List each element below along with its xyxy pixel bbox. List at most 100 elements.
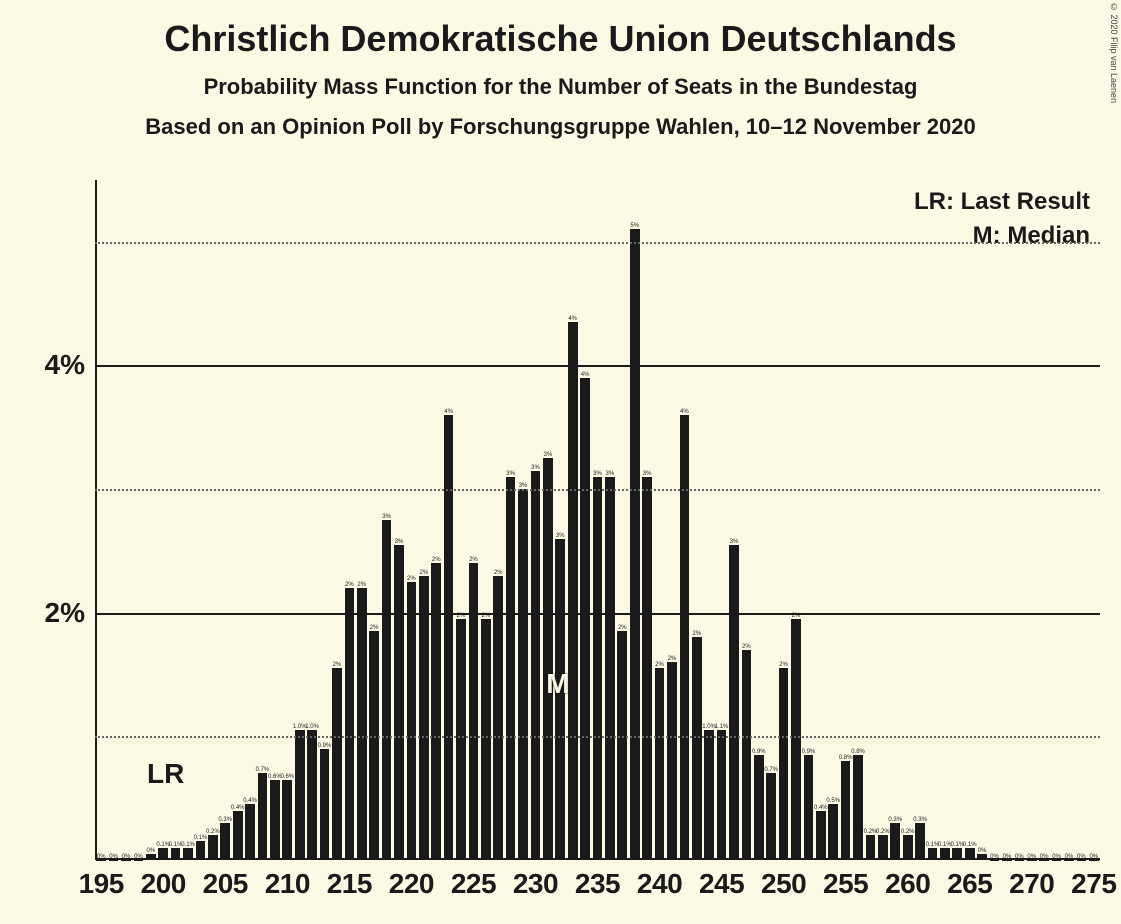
bar-value-label: 3% [544, 452, 553, 458]
bar-value-label: 0.1% [963, 842, 977, 848]
bar: 0.4% [816, 811, 826, 860]
bar-value-label: 0.2% [876, 829, 890, 835]
bar: 2% [407, 582, 417, 860]
bar: 0.8% [853, 755, 863, 860]
bar: 0.1% [171, 848, 181, 860]
bar: 5% [630, 229, 640, 860]
bar-value-label: 2% [655, 662, 664, 668]
bar: 3% [593, 477, 603, 860]
bar: 2% [419, 576, 429, 860]
bar: 3% [382, 520, 392, 860]
bar: 4% [680, 415, 690, 860]
bar-value-label: 0% [1027, 854, 1036, 860]
marker-median: M [546, 668, 569, 700]
bar-value-label: 0.7% [256, 767, 270, 773]
bar-value-label: 2% [407, 576, 416, 582]
bar: 3% [642, 477, 652, 860]
gridline-solid [95, 365, 1100, 367]
x-tick-label: 200 [141, 860, 186, 900]
bar: 0.1% [940, 848, 950, 860]
bar: 0.3% [915, 823, 925, 860]
bar: 3% [506, 477, 516, 860]
bar-value-label: 0.8% [851, 749, 865, 755]
bar: 2% [655, 668, 665, 860]
bar-value-label: 0% [1015, 854, 1024, 860]
bar-value-label: 2% [692, 631, 701, 637]
bar-value-label: 0% [990, 854, 999, 860]
bar: 3% [531, 471, 541, 860]
bar: 2% [369, 631, 379, 860]
bar: 0.1% [928, 848, 938, 860]
bar-value-label: 0% [1077, 854, 1086, 860]
bar: 0.9% [754, 755, 764, 860]
bar-value-label: 4% [680, 409, 689, 415]
bar: 2% [667, 662, 677, 860]
gridline-dotted [95, 242, 1100, 244]
bar: 0.4% [233, 811, 243, 860]
bar-value-label: 1.1% [715, 724, 729, 730]
bar: 0.2% [208, 835, 218, 860]
bar-value-label: 0% [134, 854, 143, 860]
bar-value-label: 1.0% [305, 724, 319, 730]
bar-value-label: 3% [606, 471, 615, 477]
x-tick-label: 235 [575, 860, 620, 900]
bar-value-label: 0% [146, 848, 155, 854]
x-tick-label: 210 [265, 860, 310, 900]
x-tick-label: 225 [451, 860, 496, 900]
bar-value-label: 5% [630, 223, 639, 229]
bar: 2% [791, 619, 801, 860]
bar: 3% [543, 458, 553, 860]
chart-title: Christlich Demokratische Union Deutschla… [0, 0, 1121, 60]
bar-value-label: 0.5% [826, 798, 840, 804]
bar: 0.7% [766, 773, 776, 860]
bar: 0.7% [258, 773, 268, 860]
x-tick-label: 265 [947, 860, 992, 900]
bar: 0.5% [828, 804, 838, 860]
bar: 0.2% [866, 835, 876, 860]
bar: 1.0% [704, 730, 714, 860]
bar: 2% [469, 563, 479, 860]
gridline-dotted [95, 736, 1100, 738]
x-tick-label: 270 [1009, 860, 1054, 900]
bar-value-label: 0.4% [231, 805, 245, 811]
bar-value-label: 0% [1052, 854, 1061, 860]
x-tick-label: 195 [79, 860, 124, 900]
bar: 2% [357, 588, 367, 860]
bar-value-label: 3% [643, 471, 652, 477]
bar-value-label: 0.1% [181, 842, 195, 848]
x-tick-label: 245 [699, 860, 744, 900]
bar: 2% [332, 668, 342, 860]
bar-value-label: 0% [1040, 854, 1049, 860]
marker-last-result: LR [147, 758, 184, 790]
bar-value-label: 2% [494, 570, 503, 576]
bar: 2% [481, 619, 491, 860]
bar-value-label: 0.8% [839, 755, 853, 761]
gridline-solid [95, 613, 1100, 615]
bar: 0.8% [841, 761, 851, 860]
bar-value-label: 0% [1089, 854, 1098, 860]
bar: 2% [493, 576, 503, 860]
bar-value-label: 3% [382, 514, 391, 520]
bar: 0.3% [890, 823, 900, 860]
bar-value-label: 2% [345, 582, 354, 588]
bar-value-label: 2% [419, 570, 428, 576]
bar-value-label: 3% [531, 465, 540, 471]
x-tick-label: 240 [637, 860, 682, 900]
bar-value-label: 3% [730, 539, 739, 545]
x-tick-label: 215 [327, 860, 372, 900]
bar-value-label: 0.7% [764, 767, 778, 773]
bar: 0.3% [220, 823, 230, 860]
gridline-dotted [95, 489, 1100, 491]
bar: 2% [456, 619, 466, 860]
bar: 1.0% [307, 730, 317, 860]
bar: 2% [345, 588, 355, 860]
bar-value-label: 3% [395, 539, 404, 545]
bar: 3% [729, 545, 739, 860]
x-tick-label: 260 [885, 860, 930, 900]
bar-value-label: 0.4% [814, 805, 828, 811]
bar-value-label: 0.3% [218, 817, 232, 823]
bar-value-label: 0% [1065, 854, 1074, 860]
bar: 3% [518, 489, 528, 860]
bar: 0.2% [903, 835, 913, 860]
y-tick-label: 2% [45, 597, 95, 629]
